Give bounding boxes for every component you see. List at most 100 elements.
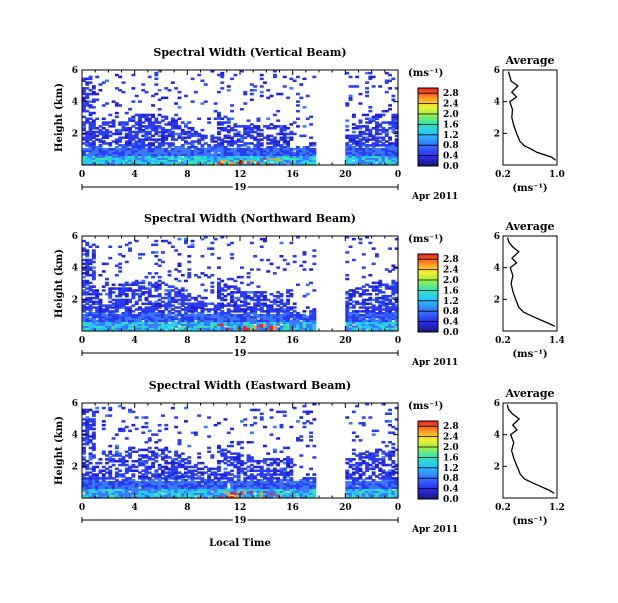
heatmap-cell [362,276,366,279]
heatmap-cell [303,261,307,264]
heatmap-cell [158,265,162,268]
heatmap-cell [227,89,231,92]
colorbar-tick-label: 2.4 [443,100,459,110]
heatmap-cell [112,437,116,440]
heatmap-cell [210,274,214,277]
heatmap-cell [99,293,103,296]
x-tick-label: 16 [286,170,299,180]
heatmap-cell [240,282,244,285]
heatmap-cell [118,263,122,266]
heatmap-cell [207,416,211,419]
heatmap-cell [368,242,372,245]
heatmap-cell [92,249,96,252]
heatmap-cell [191,240,195,243]
heatmap-cell [257,125,261,128]
heatmap-cell [125,437,129,440]
heatmap-cell [145,426,149,429]
heatmap-cell [178,118,182,121]
heatmap-cell [92,454,96,457]
heatmap-cell [187,261,191,264]
heatmap-cell [154,78,158,81]
heatmap-cell [135,416,139,419]
heatmap-cell [197,456,201,459]
heatmap-cell [352,238,356,241]
heatmap-cell [243,424,247,427]
heatmap-cells [82,70,399,166]
heatmap-cell [154,93,158,96]
heatmap-cell [309,116,313,119]
heatmap-cell [312,148,316,151]
heatmap-cell [359,242,363,245]
day-label: 19 [234,183,247,193]
heatmap-cell [145,416,149,419]
average-y-tick-label: 2 [494,295,500,305]
heatmap-cell [362,253,366,256]
heatmap-cell [306,445,310,448]
y-tick-label: 4 [72,98,78,108]
heatmap-cell [92,418,96,421]
heatmap-cell [210,289,214,292]
heatmap-cell [260,259,264,262]
heatmap-cell [309,439,313,442]
heatmap-cell [299,97,303,100]
average-x-tick-label: 0.2 [495,336,511,346]
heatmap-cell [191,100,195,103]
heatmap-cell [312,473,316,476]
heatmap-cell [359,93,363,96]
heatmap-cell [263,295,267,298]
heatmap-cell [250,242,254,245]
heatmap-cell [372,247,376,250]
y-tick-label: 2 [72,129,78,139]
x-tick-label: 0 [395,336,401,346]
panel-title: Spectral Width (Vertical Beam) [153,46,346,59]
heatmap-cell [250,282,254,285]
heatmap-cell [187,268,191,271]
heatmap-cell [95,466,99,469]
heatmap-cell [283,411,287,414]
heatmap-cell [131,447,135,450]
y-tick-label: 6 [72,66,78,76]
heatmap-cell [197,74,201,77]
average-x-tick-label: 1.0 [549,170,565,180]
heatmap-cell [174,114,178,117]
heatmap-cells [82,403,399,499]
heatmap-cell [391,78,395,81]
heatmap-cell [122,407,126,410]
heatmap-cell [309,422,313,425]
heatmap-cell [220,87,224,90]
heatmap-cell [174,426,178,429]
colorbar-unit: (ms⁻¹) [408,68,443,79]
heatmap-cell [135,95,139,98]
heatmap-cell [128,242,132,245]
heatmap-cell [108,257,112,260]
heatmap-cell [210,282,214,285]
heatmap-cell [125,261,129,264]
x-tick-label: 0 [395,170,401,180]
heatmap-cell [125,426,129,429]
heatmap-cell [250,456,254,459]
heatmap-cell [181,274,185,277]
heatmap-cell [260,413,264,416]
heatmap-cell [286,97,290,100]
heatmap-cell [82,447,86,450]
heatmap-cell [108,451,112,454]
heatmap-cell [154,83,158,86]
heatmap-cell [263,291,267,294]
heatmap-cell [217,466,221,469]
heatmap-cell [260,95,264,98]
average-y-tick-label: 4 [494,98,500,108]
heatmap-cell [230,441,234,444]
heatmap-cell [95,99,99,102]
heatmap-cell [352,114,356,117]
heatmap-cell [250,99,254,102]
heatmap-cell [141,432,145,435]
heatmap-cell [253,85,257,88]
heatmap-cell [293,261,297,264]
heatmap-cell [230,242,234,245]
heatmap-cell [280,242,284,245]
heatmap-cell [382,291,386,294]
heatmap-cell [309,137,313,140]
heatmap-cell [362,266,366,269]
heatmap-cell [118,266,122,269]
